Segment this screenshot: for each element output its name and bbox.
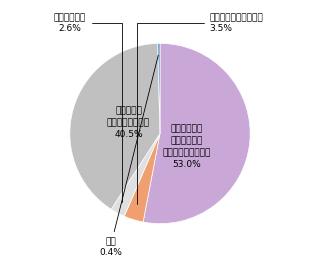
Wedge shape [143,43,250,224]
Text: 製造業（製薬企業等）
3.5%: 製造業（製薬企業等） 3.5% [138,13,263,204]
Wedge shape [70,43,160,209]
Wedge shape [124,134,160,222]
Wedge shape [111,134,160,216]
Text: 公務員・教員
2.6%: 公務員・教員 2.6% [54,13,122,202]
Text: 卸売・小売業
（調剤薬局・
ドラッグストア等）
53.0%: 卸売・小売業 （調剤薬局・ ドラッグストア等） 53.0% [163,125,211,169]
Text: 保健・衛生
（病院・治験等）
40.5%: 保健・衛生 （病院・治験等） 40.5% [107,106,150,139]
Text: 通信
0.4%: 通信 0.4% [99,55,158,257]
Wedge shape [158,43,160,134]
